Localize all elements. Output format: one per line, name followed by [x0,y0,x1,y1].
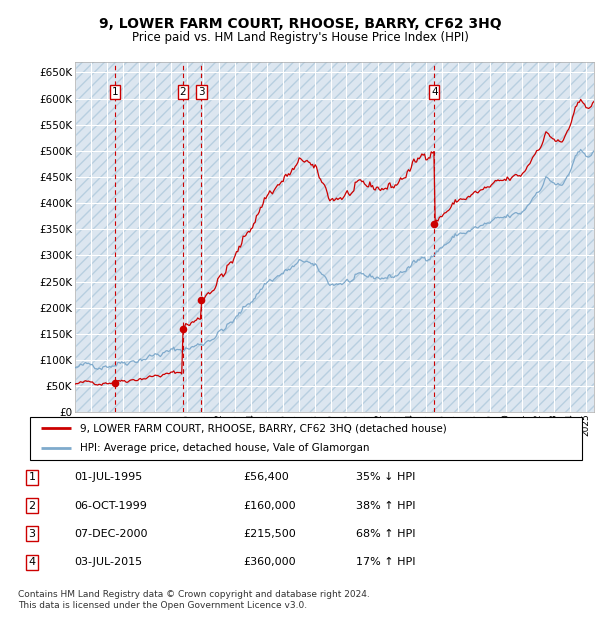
Text: 2: 2 [29,500,35,510]
Text: £160,000: £160,000 [244,500,296,510]
Text: 9, LOWER FARM COURT, RHOOSE, BARRY, CF62 3HQ: 9, LOWER FARM COURT, RHOOSE, BARRY, CF62… [98,17,502,31]
Text: 06-OCT-1999: 06-OCT-1999 [74,500,147,510]
Text: 03-JUL-2015: 03-JUL-2015 [74,557,143,567]
Text: 07-DEC-2000: 07-DEC-2000 [74,529,148,539]
Text: Price paid vs. HM Land Registry's House Price Index (HPI): Price paid vs. HM Land Registry's House … [131,31,469,44]
Text: 1: 1 [112,87,118,97]
Text: 2: 2 [179,87,186,97]
Text: 3: 3 [29,529,35,539]
Text: £360,000: £360,000 [244,557,296,567]
Text: 38% ↑ HPI: 38% ↑ HPI [356,500,416,510]
Text: 4: 4 [29,557,35,567]
Text: Contains HM Land Registry data © Crown copyright and database right 2024.
This d: Contains HM Land Registry data © Crown c… [18,590,370,609]
Text: 35% ↓ HPI: 35% ↓ HPI [356,472,416,482]
Text: 9, LOWER FARM COURT, RHOOSE, BARRY, CF62 3HQ (detached house): 9, LOWER FARM COURT, RHOOSE, BARRY, CF62… [80,423,446,433]
Text: 3: 3 [198,87,205,97]
Text: £215,500: £215,500 [244,529,296,539]
Text: 01-JUL-1995: 01-JUL-1995 [74,472,143,482]
Text: 68% ↑ HPI: 68% ↑ HPI [356,529,416,539]
Text: 4: 4 [431,87,437,97]
Text: 17% ↑ HPI: 17% ↑ HPI [356,557,416,567]
Text: £56,400: £56,400 [244,472,289,482]
Text: 1: 1 [29,472,35,482]
Text: HPI: Average price, detached house, Vale of Glamorgan: HPI: Average price, detached house, Vale… [80,443,369,453]
